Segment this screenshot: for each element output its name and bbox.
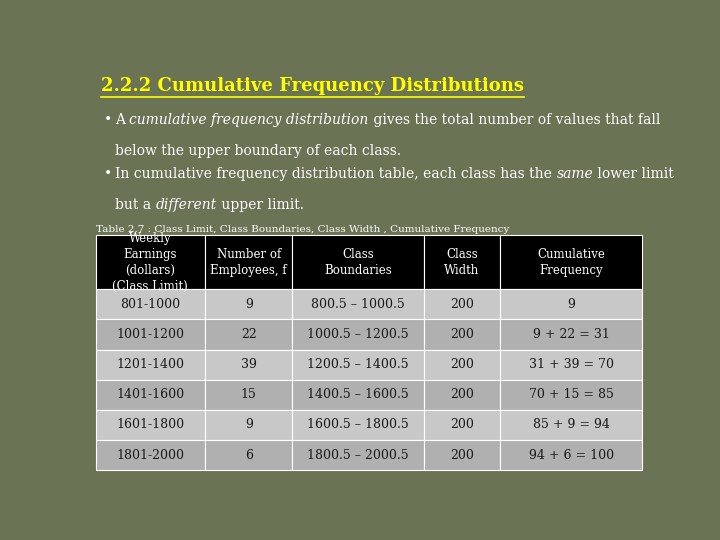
Bar — [500, 380, 642, 410]
Text: Cumulative
Frequency: Cumulative Frequency — [537, 248, 606, 277]
Text: Class
Width: Class Width — [444, 248, 480, 277]
Bar — [500, 440, 642, 470]
Bar — [96, 320, 205, 349]
Text: 200: 200 — [450, 358, 474, 371]
Bar — [96, 410, 205, 440]
Bar — [205, 289, 292, 320]
Bar — [292, 410, 423, 440]
Text: 1200.5 – 1400.5: 1200.5 – 1400.5 — [307, 358, 409, 371]
Text: 1000.5 – 1200.5: 1000.5 – 1200.5 — [307, 328, 409, 341]
Bar — [205, 410, 292, 440]
Text: 94 + 6 = 100: 94 + 6 = 100 — [528, 449, 614, 462]
Bar — [292, 440, 423, 470]
Bar — [423, 235, 500, 289]
Text: 1400.5 – 1600.5: 1400.5 – 1600.5 — [307, 388, 409, 401]
Bar — [500, 235, 642, 289]
Text: 1601-1800: 1601-1800 — [116, 418, 184, 431]
Text: In cumulative frequency distribution table, each class has the: In cumulative frequency distribution tab… — [115, 167, 557, 181]
Text: same: same — [557, 167, 593, 181]
Text: lower limit: lower limit — [593, 167, 674, 181]
Bar — [423, 410, 500, 440]
Bar — [205, 440, 292, 470]
Text: Weekly
Earnings
(dollars)
(Class Limit): Weekly Earnings (dollars) (Class Limit) — [112, 232, 188, 293]
Text: 22: 22 — [240, 328, 256, 341]
Bar — [423, 380, 500, 410]
Bar — [292, 289, 423, 320]
Text: Class
Boundaries: Class Boundaries — [324, 248, 392, 277]
Bar — [96, 289, 205, 320]
Text: 801-1000: 801-1000 — [120, 298, 180, 311]
Text: 1600.5 – 1800.5: 1600.5 – 1800.5 — [307, 418, 409, 431]
Text: 200: 200 — [450, 328, 474, 341]
Text: 6: 6 — [245, 449, 253, 462]
Bar — [500, 349, 642, 380]
Bar — [96, 380, 205, 410]
Text: gives the total number of values that fall: gives the total number of values that fa… — [369, 113, 660, 126]
Text: 200: 200 — [450, 449, 474, 462]
Bar — [205, 320, 292, 349]
Bar — [423, 440, 500, 470]
Bar — [423, 320, 500, 349]
Bar — [205, 235, 292, 289]
Text: different: different — [156, 198, 217, 212]
Text: 1800.5 – 2000.5: 1800.5 – 2000.5 — [307, 449, 409, 462]
Bar — [292, 320, 423, 349]
Bar — [423, 349, 500, 380]
Text: Number of
Employees, f: Number of Employees, f — [210, 248, 287, 277]
Bar — [96, 440, 205, 470]
Text: 9: 9 — [245, 298, 253, 311]
Text: below the upper boundary of each class.: below the upper boundary of each class. — [115, 144, 401, 158]
Bar — [292, 349, 423, 380]
Text: 31 + 39 = 70: 31 + 39 = 70 — [528, 358, 614, 371]
Bar — [292, 380, 423, 410]
Text: 9: 9 — [245, 418, 253, 431]
Text: 1401-1600: 1401-1600 — [116, 388, 184, 401]
Bar — [292, 235, 423, 289]
Bar — [205, 380, 292, 410]
Text: 1801-2000: 1801-2000 — [116, 449, 184, 462]
Bar — [96, 235, 205, 289]
Bar — [423, 289, 500, 320]
Text: 1201-1400: 1201-1400 — [116, 358, 184, 371]
Text: 800.5 – 1000.5: 800.5 – 1000.5 — [311, 298, 405, 311]
Text: 70 + 15 = 85: 70 + 15 = 85 — [529, 388, 613, 401]
Text: •: • — [104, 113, 112, 126]
Text: 200: 200 — [450, 388, 474, 401]
Text: 15: 15 — [240, 388, 256, 401]
Text: 9 + 22 = 31: 9 + 22 = 31 — [533, 328, 610, 341]
Text: •: • — [104, 167, 112, 181]
Text: 9: 9 — [567, 298, 575, 311]
Bar — [500, 289, 642, 320]
Bar — [205, 349, 292, 380]
Bar — [500, 410, 642, 440]
Text: 200: 200 — [450, 298, 474, 311]
Text: cumulative frequency distribution: cumulative frequency distribution — [130, 113, 369, 126]
Text: 1001-1200: 1001-1200 — [116, 328, 184, 341]
Bar — [96, 349, 205, 380]
Text: A: A — [115, 113, 130, 126]
Text: 39: 39 — [240, 358, 256, 371]
Text: Table 2.7 : Class Limit, Class Boundaries, Class Width , Cumulative Frequency: Table 2.7 : Class Limit, Class Boundarie… — [96, 225, 509, 234]
Text: upper limit.: upper limit. — [217, 198, 304, 212]
Text: 85 + 9 = 94: 85 + 9 = 94 — [533, 418, 610, 431]
Text: but a: but a — [115, 198, 156, 212]
Text: 200: 200 — [450, 418, 474, 431]
Text: 2.2.2 Cumulative Frequency Distributions: 2.2.2 Cumulative Frequency Distributions — [101, 77, 524, 95]
Bar — [500, 320, 642, 349]
